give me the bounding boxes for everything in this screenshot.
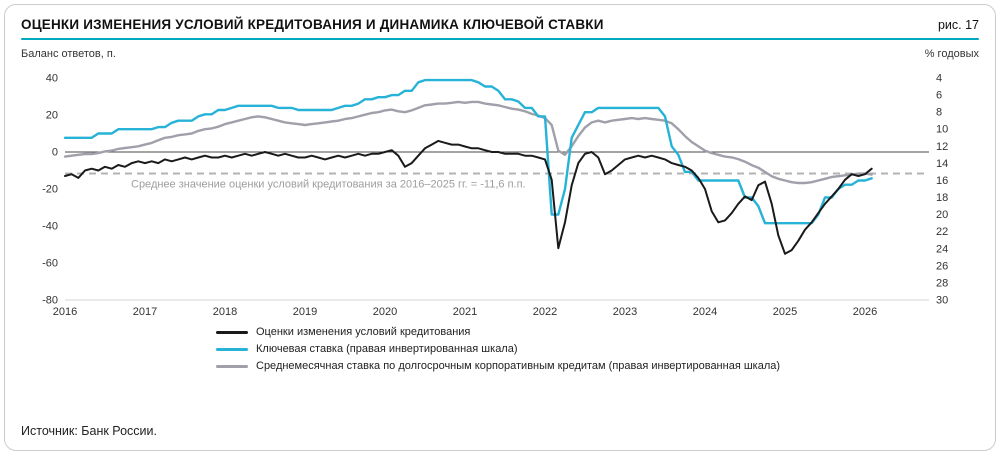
left-axis-tick: -60	[42, 258, 58, 270]
right-axis-tick: 16	[936, 175, 948, 187]
x-axis-tick: 2020	[373, 306, 397, 318]
right-axis-title: % годовых	[924, 48, 979, 60]
right-axis-tick: 28	[936, 277, 948, 289]
source-text: Источник: Банк России.	[21, 424, 157, 438]
right-axis-tick: 26	[936, 260, 948, 272]
axis-titles-row: Баланс ответов, п. % годовых	[21, 48, 979, 60]
right-axis-tick: 20	[936, 209, 948, 221]
legend-label-corp-rate: Среднемесячная ставка по долгосрочным ко…	[256, 360, 781, 372]
x-axis-tick: 2023	[613, 306, 637, 318]
series-line-conditions	[64, 139, 873, 255]
left-axis-tick: -40	[42, 221, 58, 233]
right-axis-tick: 12	[936, 141, 948, 153]
x-axis-tick: 2017	[133, 306, 157, 318]
left-axis-tick: -80	[42, 295, 58, 307]
legend: Оценки изменения условий кредитования Кл…	[216, 326, 979, 372]
right-axis-tick: 18	[936, 192, 948, 204]
left-axis-tick: 0	[52, 147, 58, 159]
x-axis-tick: 2018	[213, 306, 237, 318]
x-axis-tick: 2025	[773, 306, 797, 318]
left-axis-tick: -20	[42, 184, 58, 196]
x-axis-tick: 2021	[453, 306, 477, 318]
legend-item-conditions: Оценки изменения условий кредитования	[216, 326, 979, 338]
header-teal-rule	[21, 38, 979, 40]
series-line-corp-rate	[63, 100, 873, 185]
right-axis-tick: 8	[936, 107, 942, 119]
chart-card: ОЦЕНКИ ИЗМЕНЕНИЯ УСЛОВИЙ КРЕДИТОВАНИЯ И …	[4, 4, 996, 451]
left-axis-tick: 40	[46, 73, 58, 85]
right-axis-tick: 10	[936, 124, 948, 136]
right-axis-tick: 30	[936, 295, 948, 307]
x-axis-tick: 2016	[53, 306, 77, 318]
right-axis-tick: 14	[936, 158, 948, 170]
legend-label-conditions: Оценки изменения условий кредитования	[256, 326, 471, 338]
header: ОЦЕНКИ ИЗМЕНЕНИЯ УСЛОВИЙ КРЕДИТОВАНИЯ И …	[21, 17, 979, 32]
average-line-label: Среднее значение оценки условий кредитов…	[131, 178, 526, 190]
legend-swatch-key-rate	[216, 347, 248, 351]
legend-item-corp-rate: Среднемесячная ставка по долгосрочным ко…	[216, 360, 979, 372]
x-axis-tick: 2026	[853, 306, 877, 318]
x-axis-tick: 2024	[693, 306, 717, 318]
legend-item-key-rate: Ключевая ставка (правая инвертированная …	[216, 343, 979, 355]
left-axis-tick: 20	[46, 110, 58, 122]
left-axis-title: Баланс ответов, п.	[21, 48, 116, 60]
page-title: ОЦЕНКИ ИЗМЕНЕНИЯ УСЛОВИЙ КРЕДИТОВАНИЯ И …	[21, 17, 604, 32]
right-axis-tick: 22	[936, 226, 948, 238]
legend-swatch-corp-rate	[216, 364, 248, 368]
right-axis-tick: 4	[936, 73, 942, 85]
figure-label: рис. 17	[937, 18, 979, 32]
chart-plot-svg: Среднее значение оценки условий кредитов…	[42, 73, 948, 319]
plot-area: Среднее значение оценки условий кредитов…	[21, 62, 979, 320]
legend-label-key-rate: Ключевая ставка (правая инвертированная …	[256, 343, 518, 355]
x-axis-tick: 2022	[533, 306, 557, 318]
x-axis-tick: 2019	[293, 306, 317, 318]
legend-swatch-conditions	[216, 330, 248, 334]
series-line-key-rate	[63, 78, 873, 225]
right-axis-tick: 6	[936, 90, 942, 102]
right-axis-tick: 24	[936, 243, 948, 255]
